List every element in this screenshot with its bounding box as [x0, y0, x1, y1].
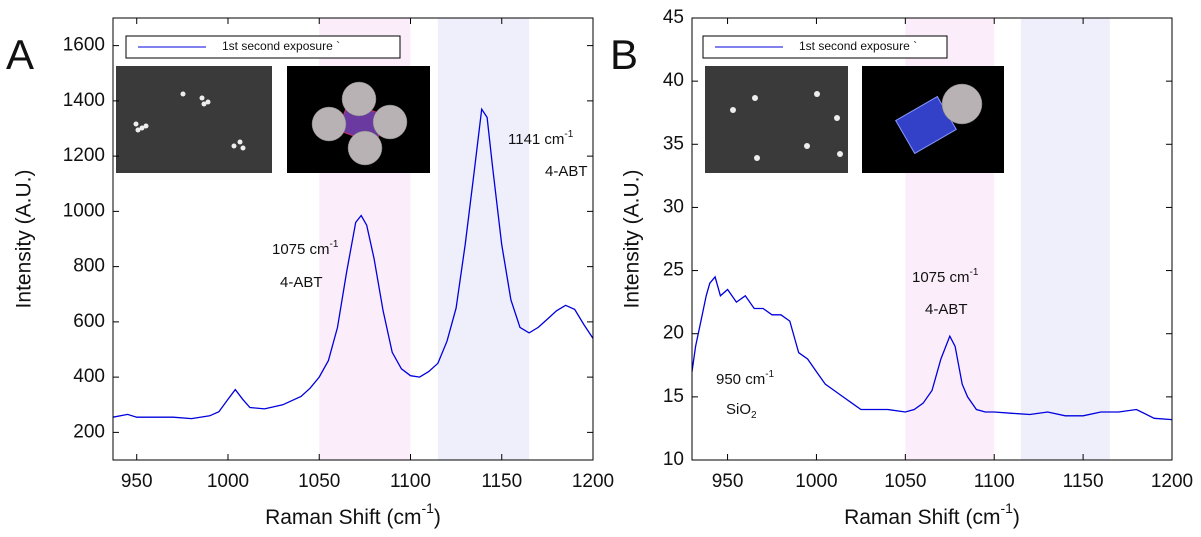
annotation: 4-ABT: [925, 301, 968, 318]
panel-label: B: [610, 31, 638, 78]
x-tick-label: 1100: [974, 471, 1015, 492]
spectrum-line: [691, 275, 1173, 421]
legend-text: 1st second exposure `: [799, 39, 917, 53]
annotation-label: 4-ABT: [925, 301, 968, 318]
inset-sphere: [941, 83, 983, 125]
annotation-sup: -1: [330, 239, 339, 250]
y-tick-label: 30: [663, 196, 684, 217]
spectrum-line: [112, 107, 594, 420]
x-tick-label: 1050: [298, 471, 340, 492]
plot-frame: [691, 17, 1173, 461]
inset-dot: [804, 143, 810, 149]
inset-image: [705, 66, 848, 173]
x-tick-label: 1000: [795, 471, 837, 492]
annotation-sup: -1: [765, 369, 774, 380]
y-tick-label: 25: [663, 260, 684, 281]
x-axis-label-text: ): [434, 506, 441, 529]
annotation: 950 cm-1: [716, 369, 775, 388]
y-tick-label: 1400: [63, 90, 105, 111]
x-tick-label: 950: [712, 471, 744, 492]
annotation-label: SiO: [726, 401, 751, 418]
y-tick-label: 1000: [63, 200, 105, 221]
shaded-region: [437, 18, 530, 460]
y-tick-label: 1600: [63, 35, 105, 56]
annotation-label: 4-ABT: [545, 163, 588, 180]
inset-dot: [730, 107, 736, 113]
inset-dot: [180, 91, 186, 97]
legend-box: [702, 35, 948, 59]
inset-sphere: [341, 81, 377, 117]
y-tick-label: 15: [663, 386, 684, 407]
x-axis-label-text: ): [1013, 506, 1020, 529]
x-axis-label-sup: -1: [1000, 500, 1013, 516]
y-tick-label: 400: [73, 366, 105, 387]
y-tick-label: 1200: [63, 145, 105, 166]
annotation-sup: -1: [564, 129, 573, 140]
x-tick-label: 1150: [1063, 471, 1104, 492]
annotation-text: 1075 cm: [912, 269, 970, 286]
legend-box: [125, 35, 401, 59]
x-tick-label: 1050: [884, 471, 926, 492]
y-tick-label: 10: [663, 449, 684, 470]
x-tick-label: 1200: [1151, 471, 1193, 492]
annotation: SiO2: [726, 401, 757, 421]
inset-dot: [754, 155, 760, 161]
annotation-text: 1075 cm: [272, 241, 330, 258]
inset-dot: [139, 125, 145, 131]
plot-frame: [112, 17, 594, 461]
x-tick-label: 1200: [572, 471, 614, 492]
x-axis-label: Raman Shift (cm-1): [844, 500, 1020, 529]
panel-label: A: [6, 31, 34, 78]
inset-dot: [205, 99, 211, 105]
annotation: 1075 cm-1: [912, 267, 979, 286]
inset-sphere: [347, 130, 383, 166]
inset-dot: [143, 123, 149, 129]
y-tick-label: 40: [663, 70, 684, 91]
inset-dot: [231, 143, 237, 149]
shaded-region: [1020, 18, 1110, 460]
legend-text: 1st second exposure `: [222, 39, 340, 53]
x-axis-label-text: Raman Shift (cm: [844, 506, 1000, 529]
annotation: 4-ABT: [545, 163, 588, 180]
inset-dot: [752, 95, 758, 101]
y-tick-label: 45: [663, 7, 684, 28]
x-axis-label-sup: -1: [421, 500, 434, 516]
x-tick-label: 1100: [390, 471, 431, 492]
inset-image: [116, 66, 272, 173]
x-axis-label-text: Raman Shift (cm: [265, 506, 421, 529]
inset-dot: [240, 145, 246, 151]
x-tick-label: 1000: [207, 471, 249, 492]
annotation-sup: -1: [970, 267, 979, 278]
x-axis-label: Raman Shift (cm-1): [265, 500, 441, 529]
inset-dot: [237, 139, 243, 145]
inset-dot: [834, 115, 840, 121]
x-tick-label: 1150: [481, 471, 522, 492]
annotation: 1075 cm-1: [272, 239, 339, 258]
inset-sphere: [372, 104, 408, 140]
inset-dot: [814, 91, 820, 97]
inset-dot: [837, 151, 843, 157]
annotation: 4-ABT: [280, 274, 323, 291]
inset-dot: [201, 101, 207, 107]
y-tick-label: 35: [663, 133, 684, 154]
inset-dot: [135, 127, 141, 133]
annotation-sub: 2: [751, 410, 757, 421]
y-tick-label: 600: [73, 311, 105, 332]
annotation: 1141 cm-1: [508, 129, 574, 148]
y-axis-label: Intensity (A.U.): [13, 170, 36, 309]
inset-dot: [199, 95, 205, 101]
y-axis-label: Intensity (A.U.): [621, 170, 644, 309]
x-tick-label: 950: [121, 471, 153, 492]
y-tick-label: 200: [73, 421, 105, 442]
annotation-label: 4-ABT: [280, 274, 323, 291]
annotation-text: 1141 cm: [508, 131, 564, 148]
inset-dot: [133, 121, 139, 127]
y-tick-label: 800: [73, 256, 105, 277]
y-tick-label: 20: [663, 323, 684, 344]
inset-sphere: [311, 106, 347, 142]
annotation-text: 950 cm: [716, 371, 765, 388]
